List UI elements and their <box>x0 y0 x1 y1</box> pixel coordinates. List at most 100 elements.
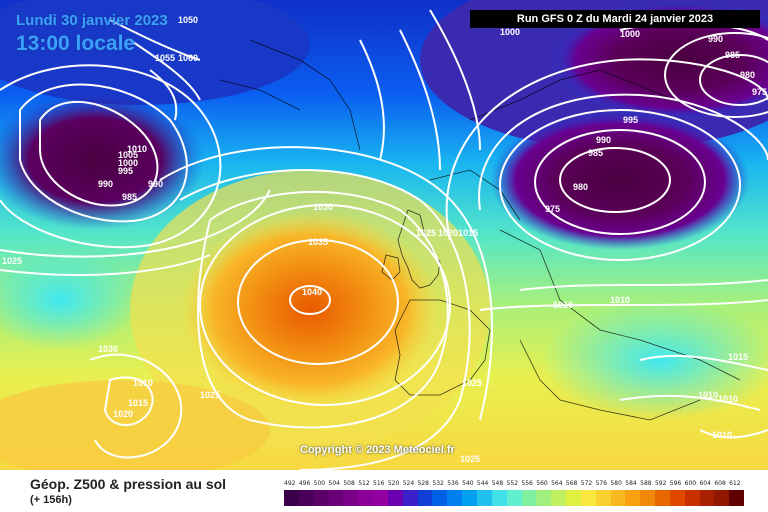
legend-value: 608 <box>714 480 726 487</box>
legend-value: 572 <box>580 480 593 487</box>
isobar-label: 985 <box>725 50 740 60</box>
weather-map: 1055 1060 1050 1010 1005 1000 995 990 98… <box>0 0 768 470</box>
legend-swatch <box>298 490 314 506</box>
isobar-label: 1025 <box>416 228 436 238</box>
legend-swatch <box>373 490 388 506</box>
isobar-label: 1020 <box>113 409 133 419</box>
legend-swatch <box>625 490 641 506</box>
legend-value: 580 <box>610 480 622 487</box>
legend-swatch <box>595 490 611 506</box>
legend-value: 496 <box>298 480 311 487</box>
isobar-label: 1030 <box>313 202 333 212</box>
isobar-label: 1000 <box>118 158 138 168</box>
legend-swatch <box>328 490 344 506</box>
legend-value: 552 <box>506 480 519 487</box>
legend-swatch <box>284 490 299 506</box>
isobar-label: 1015 <box>728 352 748 362</box>
legend-swatch <box>610 490 626 506</box>
legend-value: 492 <box>284 480 296 487</box>
legend-value: 560 <box>536 480 548 487</box>
isobar-label: 985 <box>588 148 603 158</box>
legend-swatch <box>417 490 433 506</box>
isobar-label: 1025 <box>460 454 480 464</box>
isobar-label: 1060 <box>178 53 198 63</box>
legend-swatch <box>343 490 359 506</box>
isobar-label: 990 <box>596 135 611 145</box>
isobar-label: 1010 <box>127 144 147 154</box>
legend-swatch <box>655 490 670 506</box>
isobar-label: 975 <box>752 87 767 97</box>
forecast-date: Lundi 30 janvier 2023 <box>16 12 168 29</box>
legend-swatch <box>476 490 492 506</box>
legend-swatch <box>491 490 507 506</box>
isobar-label: 1010 <box>553 300 573 310</box>
legend-value: 592 <box>654 480 667 487</box>
legend-value: 564 <box>551 480 563 487</box>
isobar-label: 990 <box>148 179 163 189</box>
legend-value: 588 <box>640 480 652 487</box>
isobar-label: 1025 <box>462 378 482 388</box>
isobar-label: 1000 <box>500 27 520 37</box>
isobar-label: 1010 <box>698 390 718 400</box>
legend-swatch <box>669 490 685 506</box>
legend-swatch <box>580 490 596 506</box>
legend-value: 528 <box>417 480 429 487</box>
isobar-label: 1025 <box>2 256 22 266</box>
isobar-label: 1020 <box>438 228 458 238</box>
legend-value: 556 <box>521 480 533 487</box>
isobar-label: 980 <box>740 70 755 80</box>
isobars <box>0 9 768 470</box>
legend-value: 600 <box>684 480 697 487</box>
copyright: Copyright © 2023 Meteociel.fr <box>300 444 455 456</box>
coastlines <box>219 39 741 421</box>
legend-value: 604 <box>699 480 711 487</box>
isobar-label: 995 <box>118 166 133 176</box>
isobar-label: 985 <box>122 192 137 202</box>
legend-value: 596 <box>669 480 682 487</box>
legend-value: 548 <box>491 480 504 487</box>
isobar-label: 1055 <box>155 53 175 63</box>
isobar-label: 1010 <box>133 378 153 388</box>
legend-value: 500 <box>313 480 326 487</box>
isobar-label: 1015 <box>128 398 148 408</box>
isobar-label: 1015 <box>458 228 478 238</box>
legend-swatch <box>402 490 418 506</box>
legend-value: 520 <box>387 480 400 487</box>
color-scale <box>284 490 745 506</box>
legend-swatch <box>714 490 730 506</box>
isobar-label: 1030 <box>98 344 118 354</box>
legend-swatch <box>566 490 581 506</box>
isobar-label: 1025 <box>200 390 220 400</box>
legend-swatch <box>313 490 329 506</box>
legend-swatch <box>358 490 374 506</box>
isobar-label: 1000 <box>620 29 640 39</box>
isobar-labels: 1055 1060 1050 1010 1005 1000 995 990 98… <box>2 15 767 464</box>
legend-value: 524 <box>402 480 415 487</box>
legend-value: 544 <box>476 480 489 487</box>
legend-swatch <box>387 490 403 506</box>
forecast-offset: (+ 156h) <box>30 494 72 506</box>
legend-value: 536 <box>447 480 459 487</box>
isobar-label: 995 <box>623 115 638 125</box>
legend-value: 532 <box>432 480 444 487</box>
legend-swatch <box>432 490 448 506</box>
isobar-label: 1010 <box>718 394 738 404</box>
legend-value: 576 <box>595 480 608 487</box>
legend-value: 512 <box>358 480 370 487</box>
legend-swatch <box>462 490 477 506</box>
legend-swatch <box>536 490 552 506</box>
legend-swatch <box>447 490 463 506</box>
isobar-label: 1005 <box>118 150 138 160</box>
legend-swatch <box>521 490 537 506</box>
map-title: Géop. Z500 & pression au sol <box>30 476 227 492</box>
legend-swatch <box>506 490 522 506</box>
legend-value: 516 <box>373 480 385 487</box>
run-info: Run GFS 0 Z du Mardi 24 janvier 2023 <box>470 10 760 28</box>
legend-value: 540 <box>462 480 474 487</box>
legend-value: 612 <box>729 480 741 487</box>
legend-swatch <box>684 490 700 506</box>
isobar-label: 1010 <box>712 430 732 440</box>
legend-swatch <box>699 490 715 506</box>
isobar-label: 980 <box>573 182 588 192</box>
isobar-label: 990 <box>98 179 113 189</box>
